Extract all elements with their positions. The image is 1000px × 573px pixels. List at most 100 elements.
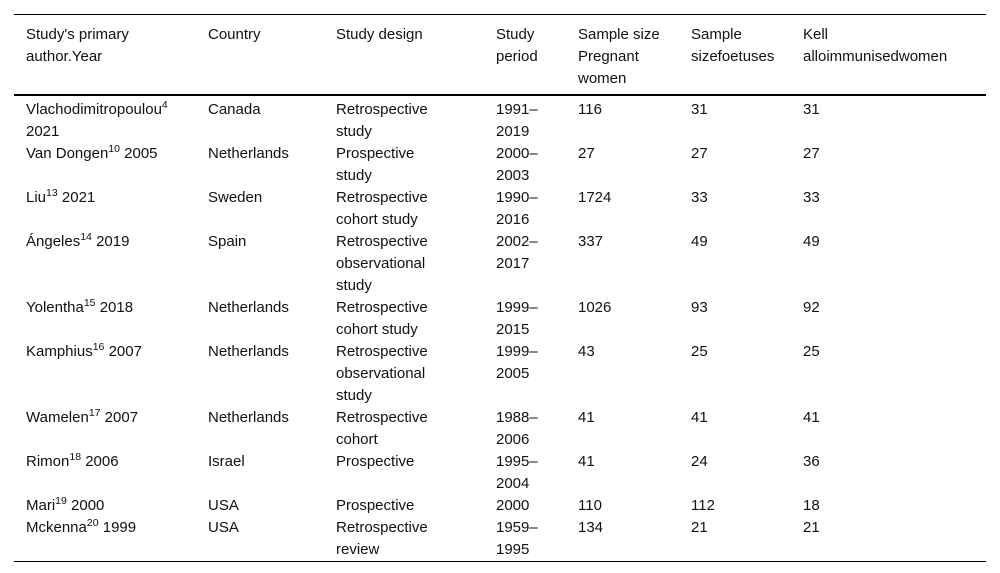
author-name: Mari bbox=[26, 497, 56, 514]
cell-pregnant: 134 bbox=[578, 519, 604, 536]
column-header-period: Study period bbox=[496, 14, 578, 96]
cell-pregnant: 116 bbox=[578, 101, 602, 118]
cell-period: 2000 bbox=[496, 497, 530, 514]
author-year: 2007 bbox=[108, 343, 142, 360]
cell-country: Netherlands bbox=[208, 299, 289, 316]
table-row: Wamelen17 2007 Netherlands Retrospective… bbox=[14, 407, 986, 451]
cell-kell: 49 bbox=[803, 233, 820, 250]
cell-period: 2002–2017 bbox=[496, 233, 538, 272]
cell-kell: 36 bbox=[803, 453, 820, 470]
cell-author: Yolentha15 2018 bbox=[14, 297, 208, 341]
cell-foetuses: 49 bbox=[691, 233, 708, 250]
cell-kell: 25 bbox=[803, 343, 820, 360]
table-header: Study's primary author.Year Country Stud… bbox=[14, 14, 986, 96]
reference-superscript: 18 bbox=[69, 451, 82, 463]
cell-period: 1995–2004 bbox=[496, 453, 538, 492]
table-row: Van Dongen10 2005 Netherlands Prospectiv… bbox=[14, 143, 986, 187]
cell-author: Rimon18 2006 bbox=[14, 451, 208, 495]
author-name: Mckenna bbox=[26, 519, 87, 536]
table-row: Yolentha15 2018 Netherlands Retrospectiv… bbox=[14, 297, 986, 341]
cell-period: 1999–2005 bbox=[496, 343, 538, 382]
cell-country: Spain bbox=[208, 233, 247, 250]
column-header-pregnant: Sample size Pregnant women bbox=[578, 14, 691, 96]
cell-period: 1991–2019 bbox=[496, 101, 538, 140]
cell-foetuses: 112 bbox=[691, 497, 715, 514]
author-name: Rimon bbox=[26, 453, 70, 470]
table-body: Vlachodimitropoulou4 2021 Canada Retrosp… bbox=[14, 95, 986, 562]
column-header-country: Country bbox=[208, 14, 336, 96]
cell-author: Mckenna20 1999 bbox=[14, 517, 208, 562]
cell-design: Retrospective review bbox=[336, 519, 428, 558]
author-name: Yolentha bbox=[26, 299, 84, 316]
cell-author: Mari19 2000 bbox=[14, 495, 208, 517]
cell-design: Prospective bbox=[336, 497, 415, 514]
cell-country: USA bbox=[208, 497, 239, 514]
cell-kell: 92 bbox=[803, 299, 820, 316]
table-row: Rimon18 2006 Israel Prospective 1995–200… bbox=[14, 451, 986, 495]
author-year: 2019 bbox=[96, 233, 130, 250]
author-name: Wamelen bbox=[26, 409, 89, 426]
reference-superscript: 13 bbox=[46, 187, 58, 199]
cell-author: Vlachodimitropoulou4 2021 bbox=[14, 95, 208, 143]
column-header-design: Study design bbox=[336, 14, 496, 96]
cell-kell: 41 bbox=[803, 409, 820, 426]
cell-design: Retrospective cohort bbox=[336, 409, 428, 448]
document-page: Study's primary author.Year Country Stud… bbox=[14, 14, 986, 562]
cell-country: USA bbox=[208, 519, 239, 536]
cell-foetuses: 41 bbox=[691, 409, 708, 426]
cell-pregnant: 27 bbox=[578, 145, 595, 162]
cell-foetuses: 93 bbox=[691, 299, 708, 316]
author-year: 2006 bbox=[85, 453, 119, 470]
reference-superscript: 10 bbox=[108, 143, 120, 155]
reference-superscript: 4 bbox=[161, 99, 168, 111]
cell-kell: 27 bbox=[803, 145, 820, 162]
author-year: 2021 bbox=[61, 189, 96, 206]
cell-period: 1990–2016 bbox=[496, 189, 538, 228]
table-row: Mari19 2000 USA Prospective 2000 110 112… bbox=[14, 495, 986, 517]
table-row: Liu13 2021 Sweden Retrospective cohort s… bbox=[14, 187, 986, 231]
cell-country: Sweden bbox=[208, 189, 263, 206]
table-row: Mckenna20 1999 USA Retrospective review … bbox=[14, 517, 986, 562]
cell-kell: 31 bbox=[803, 101, 820, 118]
cell-country: Netherlands bbox=[208, 145, 289, 162]
cell-foetuses: 21 bbox=[691, 519, 708, 536]
cell-design: Retrospective observational study bbox=[336, 343, 428, 404]
author-name: Van Dongen bbox=[26, 145, 109, 162]
cell-design: Retrospective cohort study bbox=[336, 189, 428, 228]
table-row: Kamphius16 2007 Netherlands Retrospectiv… bbox=[14, 341, 986, 407]
cell-design: Prospective bbox=[336, 453, 415, 470]
cell-foetuses: 24 bbox=[691, 453, 708, 470]
cell-country: Canada bbox=[208, 101, 261, 118]
reference-superscript: 16 bbox=[92, 341, 105, 353]
cell-period: 2000–2003 bbox=[496, 145, 538, 184]
cell-pregnant: 43 bbox=[578, 343, 595, 360]
author-year: 2007 bbox=[104, 409, 139, 426]
cell-design: Retrospective cohort study bbox=[336, 299, 428, 338]
column-header-foetuses: Sample sizefoetuses bbox=[691, 14, 803, 96]
header-row: Study's primary author.Year Country Stud… bbox=[14, 14, 986, 96]
cell-period: 1988–2006 bbox=[496, 409, 538, 448]
cell-kell: 18 bbox=[803, 497, 820, 514]
reference-superscript: 15 bbox=[83, 297, 96, 309]
cell-foetuses: 27 bbox=[691, 145, 708, 162]
cell-design: Retrospective observational study bbox=[336, 233, 428, 294]
cell-period: 1959–1995 bbox=[496, 519, 538, 558]
author-year: 2005 bbox=[124, 145, 158, 162]
cell-author: Wamelen17 2007 bbox=[14, 407, 208, 451]
reference-superscript: 17 bbox=[88, 407, 101, 419]
cell-pregnant: 41 bbox=[578, 453, 595, 470]
reference-superscript: 19 bbox=[55, 495, 67, 507]
cell-pregnant: 337 bbox=[578, 233, 604, 250]
cell-pregnant: 1026 bbox=[578, 299, 612, 316]
cell-foetuses: 33 bbox=[691, 189, 708, 206]
cell-period: 1999–2015 bbox=[496, 299, 538, 338]
column-header-kell: Kell alloimmunisedwomen bbox=[803, 14, 986, 96]
author-year: 2018 bbox=[99, 299, 134, 316]
cell-foetuses: 25 bbox=[691, 343, 708, 360]
cell-design: Retrospective study bbox=[336, 101, 428, 140]
column-header-author: Study's primary author.Year bbox=[14, 14, 208, 96]
cell-pregnant: 41 bbox=[578, 409, 595, 426]
author-year: 2000 bbox=[71, 497, 105, 514]
author-year: 2021 bbox=[26, 123, 60, 140]
studies-table: Study's primary author.Year Country Stud… bbox=[14, 14, 986, 562]
